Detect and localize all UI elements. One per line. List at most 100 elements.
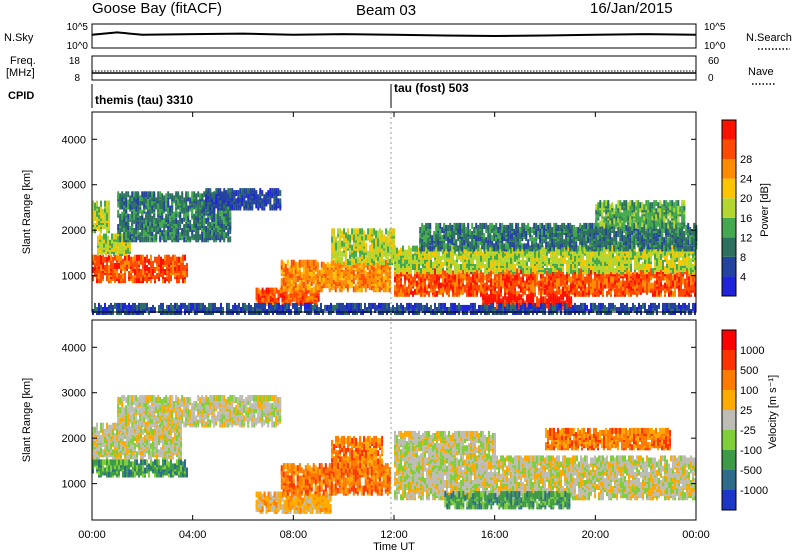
scatter-cell — [412, 276, 414, 283]
scatter-cell — [118, 277, 120, 284]
scatter-cell — [634, 253, 636, 260]
scatter-cell — [209, 222, 212, 228]
scatter-cell — [560, 249, 562, 256]
scatter-cell — [624, 253, 626, 260]
scatter-cell — [434, 278, 436, 285]
nave-tick-top: 60 — [708, 56, 720, 67]
scatter-cell — [646, 253, 648, 260]
scatter-cell — [379, 259, 382, 265]
scatter-cell — [170, 275, 172, 282]
scatter-cell — [365, 259, 368, 265]
scatter-cell — [532, 280, 534, 287]
scatter-cell — [330, 274, 333, 280]
scatter-cell — [446, 255, 448, 262]
scatter-cell — [369, 244, 372, 251]
scatter-cell — [682, 266, 684, 272]
scatter-cell — [310, 269, 313, 276]
scatter-cell — [98, 219, 100, 225]
scatter-cell — [542, 296, 545, 303]
scatter-cell — [466, 247, 468, 254]
scatter-cell — [127, 213, 130, 220]
scatter-cell — [530, 249, 532, 256]
scatter-cell — [159, 215, 162, 222]
scatter-cell — [464, 272, 466, 279]
scatter-cell — [179, 224, 182, 230]
scatter-cell — [275, 202, 278, 209]
scatter-cell — [534, 280, 536, 287]
scatter-cell — [223, 217, 226, 224]
scatter-cell — [173, 195, 176, 202]
scatter-cell — [199, 199, 202, 206]
scatter-cell — [510, 247, 512, 254]
scatter-cell — [391, 236, 394, 243]
scatter-cell — [322, 261, 325, 268]
scatter-cell — [387, 244, 390, 251]
scatter-cell — [440, 266, 442, 272]
scatter-cell — [324, 276, 327, 282]
scatter-cell — [271, 204, 274, 211]
scatter-cell — [328, 276, 331, 282]
scatter-cell — [205, 209, 208, 216]
scatter-cell — [195, 222, 198, 228]
scatter-cell — [121, 191, 124, 198]
scatter-cell — [494, 253, 496, 260]
scatter-cell — [566, 266, 568, 272]
scatter-cell — [492, 257, 494, 264]
scatter-cell — [588, 276, 590, 283]
scatter-cell — [176, 277, 178, 284]
scatter-cell — [158, 254, 160, 261]
scatter-cell — [98, 271, 100, 277]
scatter-cell — [410, 288, 412, 295]
scatter-cell — [197, 205, 200, 212]
scatter-cell — [556, 282, 558, 289]
scatter-cell — [662, 259, 664, 266]
scatter-cell — [428, 282, 430, 289]
scatter-cell — [458, 253, 460, 260]
scatter-cell — [666, 276, 668, 283]
scatter-cell — [676, 255, 678, 262]
scatter-cell — [436, 280, 438, 287]
scatter-cell — [648, 282, 650, 289]
scatter-cell — [460, 288, 462, 295]
scatter-cell — [574, 255, 576, 262]
scatter-cell — [215, 188, 218, 195]
scatter-cell — [115, 241, 117, 248]
scatter-cell — [191, 195, 194, 202]
scatter-cell — [318, 269, 321, 276]
scatter-cell — [168, 273, 170, 280]
scatter-cell — [520, 259, 522, 266]
scatter-cell — [99, 247, 101, 254]
scatter-cell — [359, 232, 362, 239]
scatter-cell — [165, 193, 168, 200]
scatter-cell — [207, 228, 210, 235]
strip-freq: Freq. [MHz] 18 8 60 0 Nave — [6, 55, 776, 85]
scatter-cell — [104, 256, 106, 263]
scatter-cell — [103, 237, 105, 244]
scatter-cell — [602, 253, 604, 260]
scatter-cell — [182, 262, 184, 269]
scatter-cell — [646, 276, 648, 283]
scatter-cell — [590, 268, 592, 275]
scatter-cell — [280, 284, 283, 291]
scatter-cell — [298, 269, 301, 276]
scatter-cell — [488, 249, 490, 256]
scatter-cell — [267, 190, 270, 197]
scatter-cell — [147, 236, 150, 243]
scatter-cell — [504, 276, 506, 283]
scatter-cell — [684, 288, 686, 295]
scatter-cell — [213, 234, 216, 241]
scatter-cell — [576, 253, 578, 260]
scatter-cell — [558, 288, 560, 295]
scatter-cell — [180, 271, 182, 277]
scatter-cell — [215, 213, 218, 220]
scatter-cell — [373, 248, 376, 255]
scatter-cell — [474, 274, 476, 281]
scatter-cell — [360, 263, 363, 270]
scatter-cell — [381, 259, 384, 265]
scatter-cell — [678, 284, 680, 291]
scatter-cell — [317, 295, 320, 302]
scatter-cell — [353, 240, 356, 247]
scatter-cell — [94, 254, 96, 261]
scatter-cell — [98, 212, 100, 219]
